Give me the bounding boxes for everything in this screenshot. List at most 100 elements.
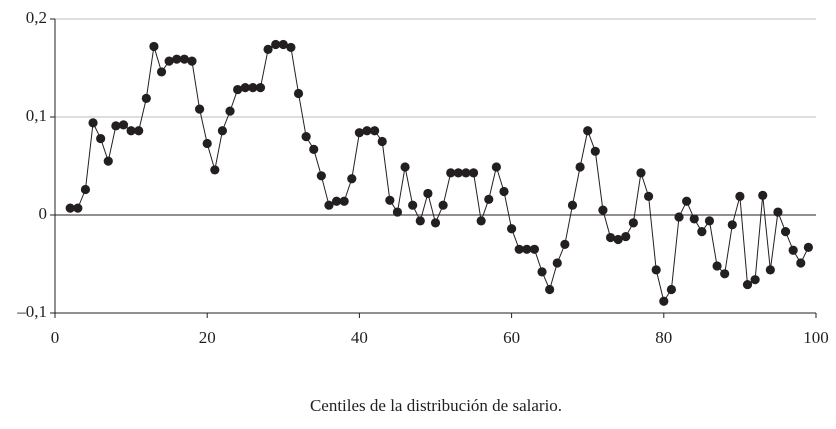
marker: [156, 67, 167, 77]
marker: [96, 133, 106, 144]
marker: [377, 136, 387, 147]
marker: [80, 184, 91, 195]
marker: [430, 218, 441, 228]
marker: [194, 104, 205, 114]
marker: [392, 207, 403, 217]
marker: [613, 234, 623, 245]
marker: [735, 191, 745, 201]
marker: [529, 244, 540, 254]
marker: [507, 224, 517, 234]
marker: [400, 162, 410, 172]
marker: [575, 162, 585, 172]
marker: [126, 126, 136, 136]
marker: [179, 54, 189, 64]
marker: [537, 267, 547, 277]
y-tick-label: 0: [39, 204, 48, 223]
marker: [697, 227, 707, 237]
marker: [796, 258, 806, 268]
marker: [765, 265, 775, 275]
marker: [712, 261, 722, 271]
x-tick-label: 0: [51, 328, 60, 347]
marker: [293, 88, 304, 99]
marker: [621, 231, 631, 242]
x-tick-label: 20: [199, 328, 216, 347]
x-tick-label: 100: [803, 328, 829, 347]
marker: [514, 244, 524, 254]
marker: [682, 196, 692, 206]
marker: [552, 258, 562, 268]
marker: [773, 207, 783, 217]
marker: [598, 205, 608, 215]
marker: [103, 156, 113, 166]
marker: [415, 216, 425, 226]
y-tick-label: 0,2: [26, 8, 47, 27]
marker: [316, 171, 326, 181]
marker: [263, 44, 273, 54]
marker: [301, 132, 311, 142]
marker: [720, 269, 730, 279]
marker: [210, 165, 220, 175]
marker: [583, 126, 593, 136]
marker: [590, 146, 600, 156]
marker: [567, 200, 578, 210]
marker: [742, 279, 753, 290]
marker: [141, 93, 151, 103]
marker: [628, 218, 638, 228]
marker: [118, 120, 129, 130]
marker: [476, 216, 486, 226]
marker: [750, 275, 760, 285]
marker: [780, 227, 791, 237]
x-tick-label: 80: [655, 328, 672, 347]
marker: [461, 168, 471, 178]
marker: [339, 196, 349, 206]
marker: [271, 39, 281, 50]
marker: [331, 196, 342, 206]
marker: [704, 216, 715, 226]
marker: [727, 220, 737, 230]
marker: [164, 56, 174, 66]
marker: [438, 200, 448, 210]
y-tick-label: 0,1: [26, 106, 47, 125]
marker: [788, 245, 798, 255]
marker: [187, 56, 197, 66]
marker: [446, 168, 456, 178]
marker: [149, 41, 159, 52]
marker: [522, 244, 532, 254]
series-line: [70, 43, 809, 303]
marker: [286, 42, 296, 53]
marker: [278, 39, 288, 50]
marker: [651, 265, 661, 275]
marker: [248, 83, 258, 93]
marker: [65, 203, 75, 213]
marker: [240, 83, 250, 93]
marker: [468, 168, 479, 178]
marker: [453, 168, 463, 178]
marker: [202, 138, 212, 149]
marker: [111, 121, 121, 131]
marker: [666, 284, 677, 295]
marker: [803, 242, 813, 252]
marker: [674, 212, 684, 222]
marker: [484, 194, 494, 204]
x-tick-label: 60: [503, 328, 520, 347]
marker: [545, 284, 555, 295]
marker: [385, 195, 395, 205]
marker: [309, 144, 319, 154]
marker: [643, 191, 654, 201]
marker: [347, 174, 357, 184]
marker: [408, 200, 418, 210]
marker: [134, 126, 144, 136]
marker: [491, 162, 501, 172]
marker: [605, 232, 616, 243]
marker: [225, 106, 235, 116]
marker: [324, 200, 334, 210]
marker: [636, 168, 646, 178]
marker: [88, 118, 98, 128]
marker: [423, 188, 433, 199]
marker: [233, 84, 243, 95]
marker: [354, 128, 364, 138]
marker: [499, 186, 509, 197]
marker: [255, 83, 266, 93]
x-tick-label: 40: [351, 328, 368, 347]
